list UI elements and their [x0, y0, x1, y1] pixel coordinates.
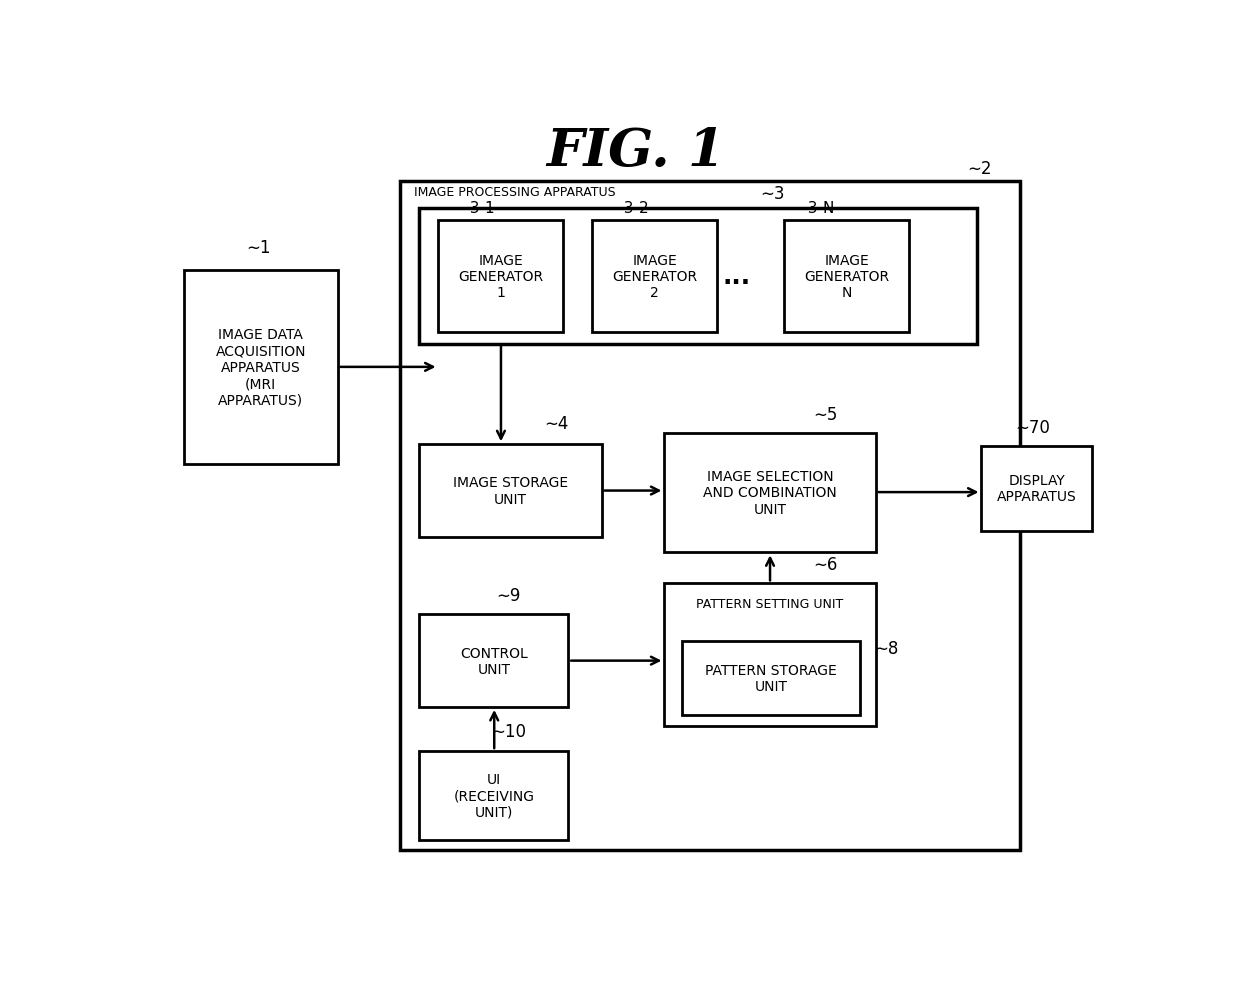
- Text: UI
(RECEIVING
UNIT): UI (RECEIVING UNIT): [454, 772, 534, 818]
- Text: ∼5: ∼5: [813, 405, 838, 423]
- Text: ∼4: ∼4: [544, 414, 569, 432]
- Bar: [439, 221, 563, 333]
- Text: FIG. 1: FIG. 1: [546, 125, 725, 177]
- Bar: [401, 183, 1021, 851]
- Text: IMAGE
GENERATOR
1: IMAGE GENERATOR 1: [459, 254, 543, 300]
- Text: IMAGE STORAGE
UNIT: IMAGE STORAGE UNIT: [453, 476, 568, 507]
- Bar: [785, 221, 909, 333]
- Text: IMAGE
GENERATOR
N: IMAGE GENERATOR N: [805, 254, 889, 300]
- Bar: [682, 642, 861, 715]
- Bar: [419, 444, 601, 538]
- Text: IMAGE SELECTION
AND COMBINATION
UNIT: IMAGE SELECTION AND COMBINATION UNIT: [703, 469, 837, 517]
- Text: ∼3-1: ∼3-1: [458, 201, 495, 216]
- Text: ...: ...: [723, 265, 750, 289]
- Bar: [665, 584, 875, 726]
- Text: IMAGE DATA
ACQUISITION
APPARATUS
(MRI
APPARATUS): IMAGE DATA ACQUISITION APPARATUS (MRI AP…: [216, 328, 306, 407]
- Bar: [982, 446, 1092, 532]
- Text: ∼70: ∼70: [1016, 419, 1050, 437]
- Text: ∼3-2: ∼3-2: [611, 201, 649, 216]
- Bar: [665, 433, 875, 553]
- Text: ∼3-N: ∼3-N: [795, 201, 835, 216]
- Text: ∼8: ∼8: [874, 639, 898, 657]
- Text: PATTERN SETTING UNIT: PATTERN SETTING UNIT: [697, 598, 843, 611]
- Text: IMAGE
GENERATOR
2: IMAGE GENERATOR 2: [613, 254, 697, 300]
- Bar: [419, 615, 568, 707]
- Bar: [419, 751, 568, 841]
- Text: IMAGE PROCESSING APPARATUS: IMAGE PROCESSING APPARATUS: [414, 187, 616, 200]
- Text: ∼6: ∼6: [813, 556, 838, 574]
- Text: ∼1: ∼1: [247, 239, 270, 257]
- Text: DISPLAY
APPARATUS: DISPLAY APPARATUS: [997, 473, 1076, 504]
- Bar: [184, 271, 337, 464]
- Text: CONTROL
UNIT: CONTROL UNIT: [460, 646, 528, 676]
- Text: ∼9: ∼9: [496, 587, 521, 605]
- Bar: [593, 221, 717, 333]
- Bar: [419, 210, 977, 344]
- Text: PATTERN STORAGE
UNIT: PATTERN STORAGE UNIT: [706, 663, 837, 693]
- Text: ∼10: ∼10: [491, 722, 526, 740]
- Text: ∼2: ∼2: [967, 160, 992, 179]
- Text: ∼3: ∼3: [760, 185, 785, 203]
